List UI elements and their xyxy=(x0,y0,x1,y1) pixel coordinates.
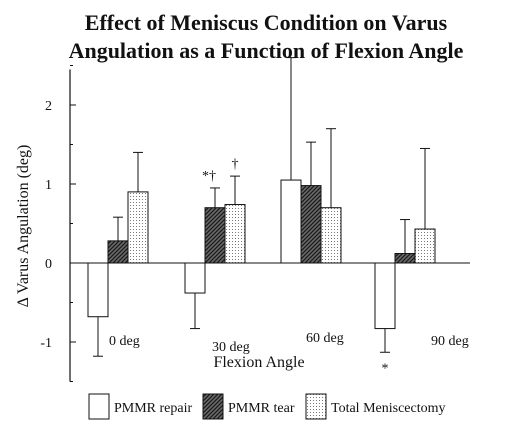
significance-marker: † xyxy=(232,157,239,172)
x-axis-label: Flexion Angle xyxy=(213,354,304,371)
bar-white-0 xyxy=(87,262,109,318)
legend-swatch-pmmr-tear xyxy=(202,393,224,420)
y-tick-label: -1 xyxy=(40,336,52,351)
bar-hatch-0 xyxy=(107,240,129,264)
x-category-label: 0 deg xyxy=(109,334,140,349)
bar-dots-1 xyxy=(224,204,246,264)
x-category-label: 30 deg xyxy=(212,340,250,355)
legend-label-pmmr-tear: PMMR tear xyxy=(228,401,295,416)
y-tick-label: 2 xyxy=(45,99,52,114)
significance-marker: * xyxy=(382,361,389,376)
bar-white-3 xyxy=(374,262,396,330)
bar-dots-2 xyxy=(320,207,342,264)
plot-area: -1 0 1 2 0 deg 30 deg 60 deg 90 deg *† † * xyxy=(40,57,470,382)
y-tick-label: 1 xyxy=(45,178,52,193)
x-category-label: 90 deg xyxy=(431,334,469,349)
bar-white-1 xyxy=(184,262,206,294)
legend-swatch-pmmr-repair xyxy=(88,393,110,420)
bar-dots-3 xyxy=(414,228,436,264)
chart-title-line-2: Angulation as a Function of Flexion Angl… xyxy=(69,38,464,63)
x-category-label: 60 deg xyxy=(306,331,344,346)
bar-white-2 xyxy=(280,179,302,264)
significance-marker: *† xyxy=(202,169,216,184)
y-tick-label: 0 xyxy=(45,257,52,272)
legend-label-total-meniscectomy: Total Meniscectomy xyxy=(331,401,446,416)
bar-hatch-2 xyxy=(300,185,322,264)
y-axis-label: Δ Varus Angulation (deg) xyxy=(15,145,32,308)
bar-hatch-3 xyxy=(394,253,416,264)
bar-hatch-1 xyxy=(204,207,226,264)
legend-label-pmmr-repair: PMMR repair xyxy=(114,401,193,416)
legend: PMMR repair PMMR tear Total Meniscectomy xyxy=(88,393,446,420)
chart-title-line-1: Effect of Meniscus Condition on Varus xyxy=(85,10,448,35)
bar-dots-0 xyxy=(127,191,149,264)
legend-swatch-total-meniscectomy xyxy=(305,393,327,420)
